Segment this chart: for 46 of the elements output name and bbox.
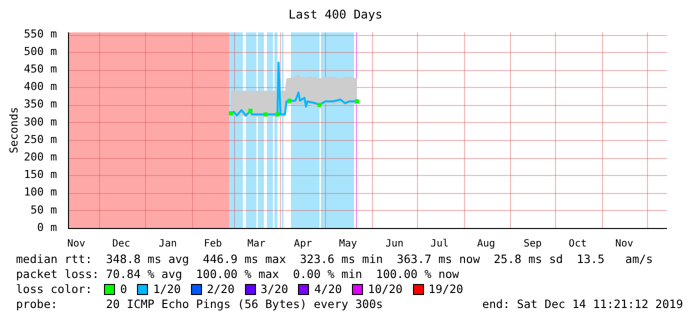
chart-title: Last 400 Days <box>288 7 382 22</box>
legend-label: 4/20 <box>314 282 342 296</box>
point <box>263 112 268 116</box>
y-tick-label: 500 m <box>24 44 58 58</box>
y-tick-label: 250 m <box>24 132 58 146</box>
y-tick-label: 200 m <box>24 150 58 164</box>
point <box>317 102 322 107</box>
y-axis-title: Seconds <box>7 107 20 154</box>
legend-title: loss color: <box>16 282 92 296</box>
x-tick-label: Aug <box>477 238 496 250</box>
x-tick-label: Mar <box>247 238 266 250</box>
legend-label: 19/20 <box>428 282 464 296</box>
text: probe: 20 ICMP Echo Pings (56 Bytes) every 300s <box>16 297 383 311</box>
y-tick-label: 50 m <box>30 203 58 216</box>
legend-label: 2/20 <box>206 282 235 296</box>
legend-label: 10/20 <box>368 282 403 296</box>
x-tick-label: Nov <box>67 238 86 250</box>
y-tick-label: 350 m <box>24 98 58 111</box>
x-tick-label: Nov <box>615 238 634 250</box>
text: end: Sat Dec 14 11:21:12 2019 <box>482 297 683 311</box>
x-tick-label: Jan <box>158 238 177 250</box>
x-tick-label: Jul <box>430 238 449 250</box>
point <box>354 99 360 104</box>
text: median rtt: 348.8 ms avg 446.9 ms max 323.6 ms min 363.7 ms now 25.8 ms sd 13.5 am/s <box>16 252 653 266</box>
x-tick-label: Oct <box>568 238 587 250</box>
y-tick-label: 450 m <box>24 62 58 76</box>
legend-label: 0 <box>120 282 128 296</box>
legend-label: 1/20 <box>153 282 181 296</box>
point <box>248 108 252 113</box>
y-tick-label: 100 m <box>24 186 58 199</box>
x-tick-label: Jun <box>386 238 404 250</box>
x-tick-label: Apr <box>294 238 312 250</box>
y-tick-label: 0 m <box>37 220 58 234</box>
x-tick-label: Dec <box>112 238 130 250</box>
y-tick-label: 150 m <box>24 168 58 182</box>
point <box>287 98 292 103</box>
text: packet loss: 70.84 % avg 100.00 % max 0.00 % min 100.00 % now <box>16 267 460 281</box>
y-tick-label: 400 m <box>24 80 58 94</box>
x-tick-label: Sep <box>524 238 542 250</box>
legend-label: 3/20 <box>260 282 288 296</box>
x-tick-label: Feb <box>204 238 222 250</box>
point <box>275 112 280 116</box>
y-tick-label: 300 m <box>24 115 58 128</box>
x-tick-label: May <box>338 238 358 250</box>
point <box>228 111 233 116</box>
y-tick-label: 550 m <box>24 27 58 40</box>
